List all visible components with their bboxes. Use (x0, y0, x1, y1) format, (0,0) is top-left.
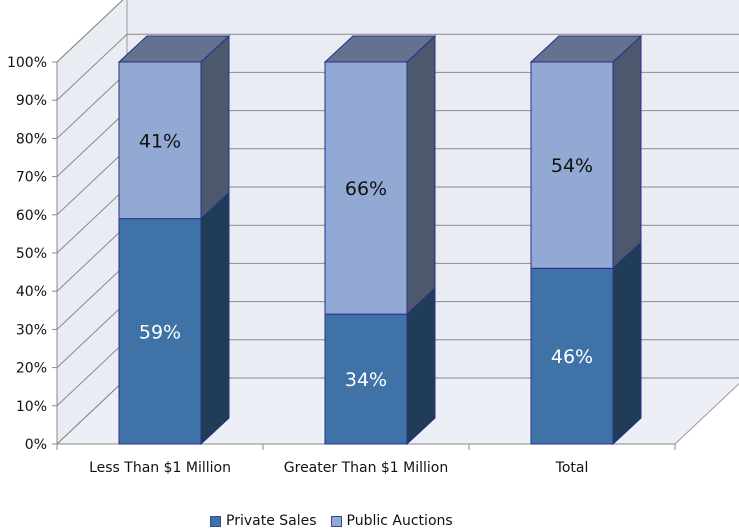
y-tick-label: 40% (16, 284, 47, 300)
data-label: 54% (551, 155, 593, 177)
data-label: 46% (551, 346, 593, 368)
bar-public-auctions (530, 61, 614, 269)
data-label: 66% (345, 178, 387, 200)
bar-public-auctions (324, 61, 408, 315)
x-category-label: Greater Than $1 Million (284, 460, 448, 476)
legend: Private Sales Public Auctions (210, 512, 467, 530)
data-label: 34% (345, 369, 387, 391)
bar-side-public-auctions (200, 34, 230, 220)
bar-top-public-auctions (117, 35, 231, 63)
y-tick-label: 0% (25, 437, 47, 453)
gridline (56, 0, 124, 63)
data-labels: 59% 41% 34% 66% 46% 54% (139, 130, 593, 391)
x-axis-category-labels: Less Than $1 Million Greater Than $1 Mill… (89, 460, 588, 476)
gridline (56, 33, 739, 101)
y-tick-label: 70% (16, 170, 47, 186)
bar-side-private-sales (200, 191, 230, 446)
data-label: 41% (139, 130, 181, 152)
bar-side-public-auctions (612, 34, 642, 270)
legend-label-private-sales: Private Sales (226, 513, 317, 529)
bar-private-sales (530, 267, 614, 445)
bar-private-sales (324, 313, 408, 445)
x-category-label: Less Than $1 Million (89, 460, 231, 476)
y-tick-label: 50% (16, 246, 47, 262)
legend-item-private-sales: Private Sales (210, 513, 317, 529)
y-tick-label: 20% (16, 361, 47, 377)
y-tick-label: 10% (16, 399, 47, 415)
bar-top-public-auctions (529, 35, 643, 63)
bar-side-private-sales (612, 241, 642, 446)
y-tick-label: 100% (7, 55, 47, 71)
legend-label-public-auctions: Public Auctions (346, 513, 453, 529)
x-category-label: Total (555, 460, 589, 476)
y-tick-label: 90% (16, 93, 47, 109)
legend-item-public-auctions: Public Auctions (330, 513, 453, 529)
legend-swatch-public-auctions (330, 515, 342, 527)
y-tick-label: 30% (16, 322, 47, 338)
bar-side-public-auctions (406, 34, 436, 316)
bars (117, 34, 643, 446)
legend-swatch-private-sales (210, 515, 221, 527)
bar-side-private-sales (406, 286, 436, 446)
y-tick-label: 80% (16, 131, 47, 147)
y-axis-tick-labels: 0% 10% 20% 30% 40% 50% 60% 70% 80% 90% 100% (7, 55, 47, 453)
data-label: 59% (139, 321, 181, 343)
y-tick-label: 60% (16, 208, 47, 224)
bar-top-public-auctions (323, 35, 437, 63)
